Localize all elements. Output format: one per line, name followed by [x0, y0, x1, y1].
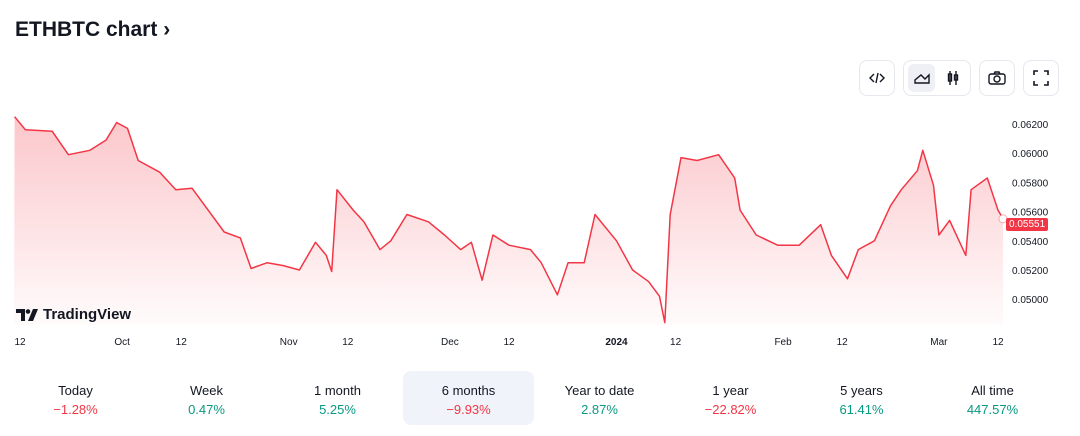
area-chart-button[interactable]	[908, 64, 935, 92]
chart-type-switcher	[903, 60, 971, 96]
fullscreen-icon	[1028, 64, 1054, 92]
period-change: 5.25%	[319, 402, 356, 417]
price-line	[14, 116, 1004, 324]
x-tick-label: Oct	[114, 337, 130, 348]
y-tick-label: 0.05000	[1012, 295, 1049, 306]
period-6-months[interactable]: 6 months −9.93%	[403, 371, 534, 425]
period-label: Today	[58, 383, 93, 398]
period-label: 1 month	[314, 383, 361, 398]
x-tick-label: 12	[342, 337, 354, 348]
period-1-year[interactable]: 1 year −22.82%	[665, 371, 796, 425]
period-label: All time	[971, 383, 1014, 398]
x-tick-label: Dec	[441, 337, 459, 348]
period-today[interactable]: Today −1.28%	[10, 371, 141, 425]
x-tick-label: 12	[176, 337, 188, 348]
page-title[interactable]: ETHBTC chart ›	[15, 18, 171, 41]
y-tick-label: 0.06000	[1012, 149, 1049, 160]
performance-periods: Today −1.28% Week 0.47% 1 month 5.25% 6 months…	[10, 371, 1058, 425]
period-5-years[interactable]: 5 years 61.41%	[796, 371, 927, 425]
x-tick-label: 12	[992, 337, 1004, 348]
period-change: 61.41%	[839, 402, 884, 417]
fullscreen-button[interactable]	[1023, 60, 1059, 96]
period-year-to-date[interactable]: Year to date 2.87%	[534, 371, 665, 425]
period-all-time[interactable]: All time 447.57%	[927, 371, 1058, 425]
chevron-right-icon: ›	[163, 18, 171, 41]
period-change: −9.93%	[446, 402, 491, 417]
x-tick-label: 12	[503, 337, 515, 348]
x-tick-label: Mar	[930, 337, 948, 348]
tradingview-logo[interactable]: TradingView	[16, 306, 131, 323]
y-tick-label: 0.05400	[1012, 237, 1049, 248]
period-change: 447.57%	[966, 402, 1019, 417]
price-area	[14, 116, 1003, 325]
period-label: 1 year	[712, 383, 749, 398]
last-price-label: 0.05551	[1006, 218, 1049, 231]
y-tick-label: 0.05600	[1012, 208, 1049, 219]
x-tick-label: 12	[14, 337, 26, 348]
price-chart[interactable]: 0.06200 0.06000 0.05800 0.05600 0.05400 0.052…	[0, 105, 1080, 355]
period-change: −1.28%	[53, 402, 98, 417]
x-tick-label: 2024	[605, 337, 628, 348]
period-change: 0.47%	[188, 402, 225, 417]
period-change: 2.87%	[581, 402, 618, 417]
y-tick-label: 0.05200	[1012, 266, 1049, 277]
period-label: 6 months	[441, 383, 496, 398]
y-tick-label: 0.06200	[1012, 120, 1049, 131]
period-label: Week	[190, 383, 223, 398]
screenshot-button[interactable]	[979, 60, 1015, 96]
period-week[interactable]: Week 0.47%	[141, 371, 272, 425]
x-tick-label: Feb	[774, 337, 792, 348]
tradingview-logo-icon	[16, 308, 38, 321]
embed-button[interactable]	[859, 60, 895, 96]
candlestick-button[interactable]	[939, 64, 966, 92]
embed-code-icon	[864, 64, 890, 92]
y-tick-label: 0.05800	[1012, 178, 1049, 189]
x-tick-label: 12	[670, 337, 682, 348]
x-tick-label: Nov	[280, 337, 298, 348]
period-label: Year to date	[564, 383, 635, 398]
period-1-month[interactable]: 1 month 5.25%	[272, 371, 403, 425]
camera-icon	[984, 64, 1010, 92]
period-label: 5 years	[840, 383, 883, 398]
period-change: −22.82%	[704, 402, 757, 417]
x-tick-label: 12	[837, 337, 849, 348]
